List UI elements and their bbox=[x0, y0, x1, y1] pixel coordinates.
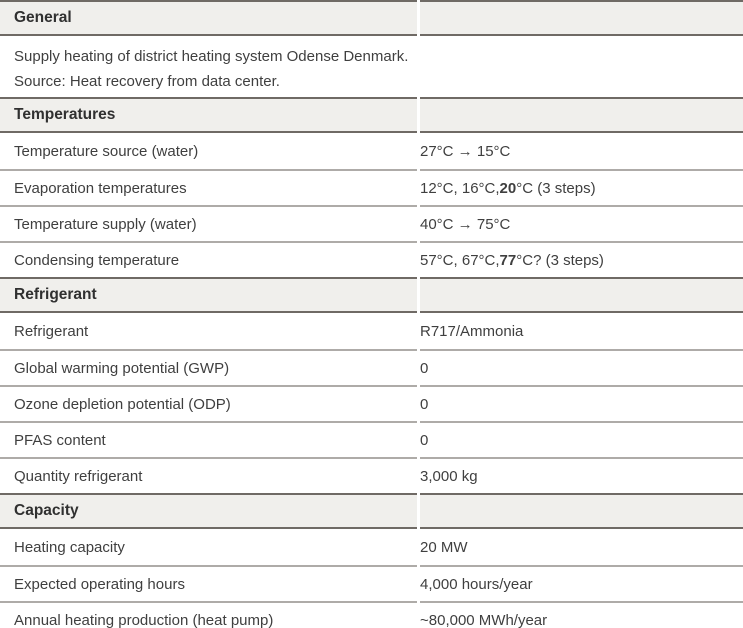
section-header-temperatures: Temperatures bbox=[0, 97, 743, 133]
value-text: °C (3 steps) bbox=[516, 179, 596, 197]
section-header-spacer bbox=[420, 277, 743, 313]
row-label: Temperature source (water) bbox=[14, 142, 199, 160]
row-value: 40°C → 75°C bbox=[420, 205, 743, 241]
value-text: 0 bbox=[420, 395, 429, 413]
row-label: Ozone depletion potential (ODP) bbox=[0, 385, 417, 421]
row-label: Annual heating production (heat pump) bbox=[0, 601, 417, 628]
row-label: Condensing temperature bbox=[0, 241, 417, 277]
value-text: 27°C → 15°C bbox=[420, 142, 511, 160]
section-header-spacer bbox=[420, 0, 743, 36]
row-value: 0 bbox=[420, 349, 743, 385]
value-text: 3,000 kg bbox=[420, 467, 478, 485]
row-value: 4,000 hours/year bbox=[420, 565, 743, 601]
value-bold-text: 77 bbox=[499, 251, 517, 269]
section-title: General bbox=[0, 0, 417, 36]
table-row-evaporation-temperatures: Evaporation temperatures 12°C, 16°C, 20 °… bbox=[0, 169, 743, 205]
description-line-2: Source: Heat recovery from data center. bbox=[14, 73, 280, 90]
table-row-annual-heating-production: Annual heating production (heat pump) ~8… bbox=[0, 601, 743, 628]
section-title: Capacity bbox=[0, 493, 417, 529]
section-title: Refrigerant bbox=[0, 277, 417, 313]
table-row-quantity-refrigerant: Quantity refrigerant 3,000 kg bbox=[0, 457, 743, 493]
section-header-spacer bbox=[420, 97, 743, 133]
value-bold-text: 20 bbox=[499, 179, 517, 197]
row-value: 57°C, 67°C, 77 °C? (3 steps) bbox=[420, 241, 743, 277]
description-line-1: Supply heating of district heating syste… bbox=[14, 48, 409, 65]
value-text: 40°C → 75°C bbox=[420, 215, 511, 233]
row-value: 27°C → 15°C bbox=[420, 133, 743, 169]
section-header-general: General bbox=[0, 0, 743, 36]
table-row-heating-capacity: Heating capacity 20 MW bbox=[0, 529, 743, 565]
row-label: Refrigerant bbox=[14, 322, 89, 340]
value-text: °C? (3 steps) bbox=[516, 251, 604, 269]
general-description: Supply heating of district heating syste… bbox=[0, 36, 743, 97]
row-value: R717/Ammonia bbox=[420, 313, 743, 349]
section-header-spacer bbox=[420, 493, 743, 529]
value-text: 20 MW bbox=[420, 538, 468, 556]
table-row-condensing-temperature: Condensing temperature 57°C, 67°C, 77 °C?… bbox=[0, 241, 743, 277]
row-value: 20 MW bbox=[420, 529, 743, 565]
table-row-odp: Ozone depletion potential (ODP) 0 bbox=[0, 385, 743, 421]
row-label: Heating capacity bbox=[14, 538, 125, 556]
table-row-temperature-supply: Temperature supply (water) 40°C → 75°C bbox=[0, 205, 743, 241]
row-label: Quantity refrigerant bbox=[0, 457, 417, 493]
section-title: Temperatures bbox=[0, 97, 417, 133]
section-header-refrigerant: Refrigerant bbox=[0, 277, 743, 313]
row-value: 3,000 kg bbox=[420, 457, 743, 493]
row-value: 0 bbox=[420, 421, 743, 457]
value-text: 0 bbox=[420, 431, 429, 449]
row-value: 12°C, 16°C, 20 °C (3 steps) bbox=[420, 169, 743, 205]
section-header-capacity: Capacity bbox=[0, 493, 743, 529]
value-text: 4,000 hours/year bbox=[420, 575, 533, 593]
row-label: Global warming potential (GWP) bbox=[0, 349, 417, 385]
row-label: Temperature supply (water) bbox=[0, 205, 417, 241]
row-label: Expected operating hours bbox=[0, 565, 417, 601]
table-row-operating-hours: Expected operating hours 4,000 hours/yea… bbox=[0, 565, 743, 601]
table-row-gwp: Global warming potential (GWP) 0 bbox=[0, 349, 743, 385]
table-row-temperature-source: Temperature source (water) 27°C → 15°C bbox=[0, 133, 743, 169]
row-value: 0 bbox=[420, 385, 743, 421]
value-text: 12°C, 16°C, bbox=[420, 179, 500, 197]
row-label: Evaporation temperatures bbox=[0, 169, 417, 205]
table-row-refrigerant: Refrigerant R717/Ammonia bbox=[0, 313, 743, 349]
value-text: ~80,000 MWh/year bbox=[420, 611, 548, 628]
row-label: PFAS content bbox=[0, 421, 417, 457]
value-text: R717/Ammonia bbox=[420, 322, 524, 340]
value-text: 57°C, 67°C, bbox=[420, 251, 500, 269]
row-value: ~80,000 MWh/year bbox=[420, 601, 743, 628]
table-row-pfas-content: PFAS content 0 bbox=[0, 421, 743, 457]
value-text: 0 bbox=[420, 359, 429, 377]
